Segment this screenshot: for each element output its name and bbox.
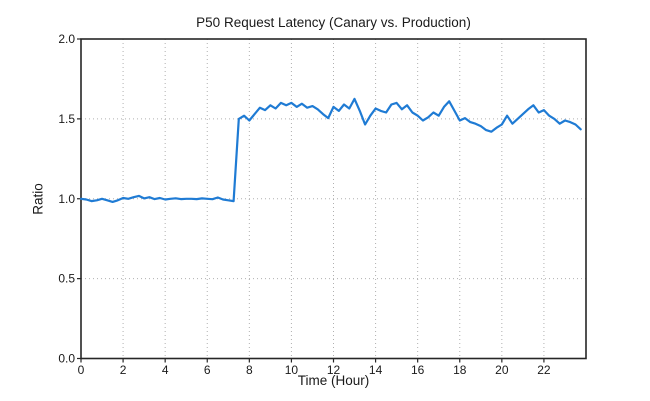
x-axis-label: Time (Hour) bbox=[297, 373, 370, 388]
chart-title: P50 Request Latency (Canary vs. Producti… bbox=[196, 15, 471, 30]
y-tick-label: 0.0 bbox=[58, 352, 75, 366]
y-tick-label: 2.0 bbox=[58, 32, 75, 46]
latency-ratio-line bbox=[79, 97, 582, 203]
x-tick-label: 20 bbox=[495, 363, 509, 377]
x-tick-label: 0 bbox=[78, 363, 85, 377]
x-tick-label: 10 bbox=[285, 363, 299, 377]
x-tick-label: 18 bbox=[453, 363, 467, 377]
x-tick-label: 12 bbox=[327, 363, 341, 377]
y-tick-label: 0.5 bbox=[58, 272, 75, 286]
x-tick-label: 2 bbox=[120, 363, 127, 377]
x-tick-label: 22 bbox=[537, 363, 551, 377]
x-tick-label: 16 bbox=[411, 363, 425, 377]
y-tick-label: 1.5 bbox=[58, 112, 75, 126]
x-tick-label: 8 bbox=[246, 363, 253, 377]
x-tick-label: 14 bbox=[369, 363, 383, 377]
x-tick-label: 6 bbox=[204, 363, 211, 377]
x-tick-label: 4 bbox=[162, 363, 169, 377]
y-tick-label: 1.0 bbox=[58, 192, 75, 206]
